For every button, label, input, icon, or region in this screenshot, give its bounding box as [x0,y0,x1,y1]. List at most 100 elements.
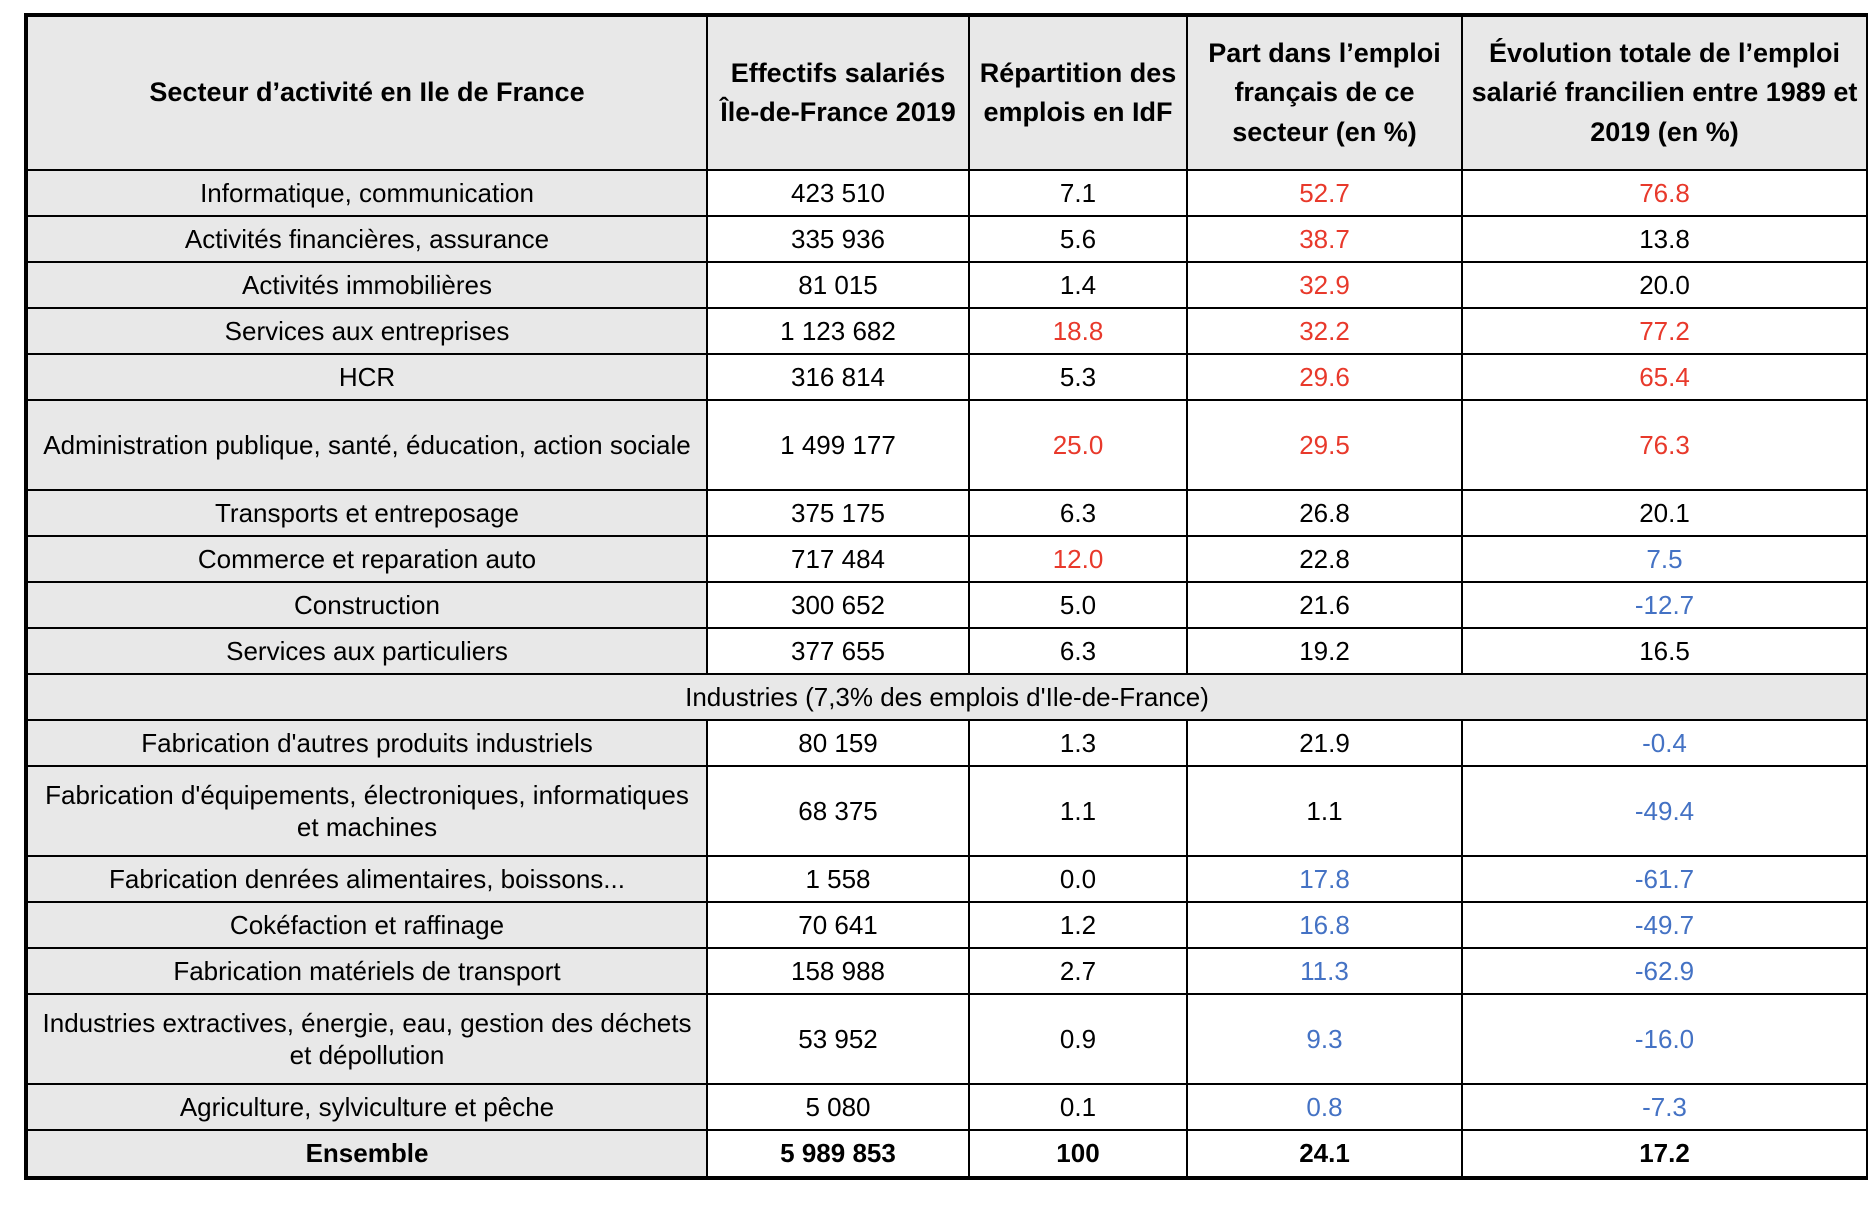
value-cell: 52.7 [1186,169,1463,217]
value-cell: 65.4 [1461,353,1868,401]
value-cell: 32.2 [1186,307,1463,355]
header-repartition: Répartition des emplois en IdF [968,14,1188,171]
table-row: Activités financières, assurance 335 936 5… [25,215,1868,263]
value-cell: 1 499 177 [706,399,970,491]
table-row: Informatique, communication 423 510 7.1 52.… [25,169,1868,217]
value-cell: 5.0 [968,581,1188,629]
value-cell: 0.9 [968,993,1188,1085]
value-cell: 2.7 [968,947,1188,995]
value-cell: 26.8 [1186,489,1463,537]
table-row: Cokéfaction et raffinage 70 641 1.2 16.8 -49… [25,901,1868,949]
value-cell: -49.4 [1461,765,1868,857]
value-cell: 38.7 [1186,215,1463,263]
sector-label-cell: Ensemble [25,1129,708,1179]
value-cell: 12.0 [968,535,1188,583]
table-row: Fabrication matériels de transport 158 98… [25,947,1868,995]
sector-label-cell: Commerce et reparation auto [25,535,708,583]
table-body: Informatique, communication 423 510 7.1 52.… [25,169,1868,1179]
sector-label-cell: Fabrication denrées alimentaires, boisso… [25,855,708,903]
sector-label-cell: Activités immobilières [25,261,708,309]
sector-label-cell: Agriculture, sylviculture et pêche [25,1083,708,1131]
value-cell: 25.0 [968,399,1188,491]
value-cell: 9.3 [1186,993,1463,1085]
value-cell: 24.1 [1186,1129,1463,1179]
sector-label-cell: Services aux entreprises [25,307,708,355]
header-evolution: Évolution totale de l’emploi salarié fra… [1461,14,1868,171]
sector-label-cell: HCR [25,353,708,401]
value-cell: 0.8 [1186,1083,1463,1131]
sector-label-cell: Construction [25,581,708,629]
value-cell: 377 655 [706,627,970,675]
employment-sectors-table: Secteur d’activité en Ile de France Effe… [24,13,1868,1180]
value-cell: -61.7 [1461,855,1868,903]
sector-label-cell: Fabrication matériels de transport [25,947,708,995]
value-cell: 53 952 [706,993,970,1085]
header-part-emploi: Part dans l’emploi français de ce secteu… [1186,14,1463,171]
value-cell: 6.3 [968,489,1188,537]
value-cell: 11.3 [1186,947,1463,995]
table-row: HCR 316 814 5.3 29.6 65.4 [25,353,1868,401]
table-row: Transports et entreposage 375 175 6.3 26.8 2… [25,489,1868,537]
table-row: Fabrication denrées alimentaires, boisso… [25,855,1868,903]
value-cell: -7.3 [1461,1083,1868,1131]
value-cell: 70 641 [706,901,970,949]
value-cell: 7.1 [968,169,1188,217]
section-label: Industries (7,3% des emplois d'Ile-de-Fr… [25,673,1868,721]
value-cell: 0.1 [968,1083,1188,1131]
value-cell: 5.6 [968,215,1188,263]
value-cell: 80 159 [706,719,970,767]
value-cell: 316 814 [706,353,970,401]
value-cell: 5 080 [706,1083,970,1131]
value-cell: 76.8 [1461,169,1868,217]
value-cell: -62.9 [1461,947,1868,995]
value-cell: 7.5 [1461,535,1868,583]
value-cell: -16.0 [1461,993,1868,1085]
section-row: Industries (7,3% des emplois d'Ile-de-Fr… [25,673,1868,721]
table-row: Services aux particuliers 377 655 6.3 19.2 1… [25,627,1868,675]
value-cell: 5.3 [968,353,1188,401]
table-row: Commerce et reparation auto 717 484 12.0 22… [25,535,1868,583]
value-cell: 81 015 [706,261,970,309]
value-cell: 22.8 [1186,535,1463,583]
value-cell: 32.9 [1186,261,1463,309]
table-row: Activités immobilières 81 015 1.4 32.9 20.0 [25,261,1868,309]
value-cell: 158 988 [706,947,970,995]
header-sector: Secteur d’activité en Ile de France [25,14,708,171]
value-cell: 20.0 [1461,261,1868,309]
value-cell: 1.1 [1186,765,1463,857]
value-cell: 1 558 [706,855,970,903]
value-cell: 21.9 [1186,719,1463,767]
value-cell: 19.2 [1186,627,1463,675]
sector-label-cell: Fabrication d'autres produits industriel… [25,719,708,767]
value-cell: 375 175 [706,489,970,537]
value-cell: -0.4 [1461,719,1868,767]
value-cell: 16.5 [1461,627,1868,675]
value-cell: 17.8 [1186,855,1463,903]
value-cell: 423 510 [706,169,970,217]
value-cell: 16.8 [1186,901,1463,949]
value-cell: 29.6 [1186,353,1463,401]
value-cell: 1.2 [968,901,1188,949]
value-cell: -49.7 [1461,901,1868,949]
value-cell: 300 652 [706,581,970,629]
sector-label-cell: Industries extractives, énergie, eau, ge… [25,993,708,1085]
value-cell: 335 936 [706,215,970,263]
table-row: Fabrication d'autres produits industriel… [25,719,1868,767]
sector-label-cell: Informatique, communication [25,169,708,217]
header-effectifs: Effectifs salariés Île-de-France 2019 [706,14,970,171]
value-cell: 6.3 [968,627,1188,675]
table-row: Services aux entreprises 1 123 682 18.8 32.… [25,307,1868,355]
value-cell: 1 123 682 [706,307,970,355]
value-cell: 21.6 [1186,581,1463,629]
value-cell: -12.7 [1461,581,1868,629]
value-cell: 68 375 [706,765,970,857]
total-row: Ensemble 5 989 853 100 24.1 17.2 [25,1129,1868,1179]
table-row: Administration publique, santé, éducatio… [25,399,1868,491]
value-cell: 0.0 [968,855,1188,903]
value-cell: 1.3 [968,719,1188,767]
sector-label-cell: Services aux particuliers [25,627,708,675]
table-row: Industries extractives, énergie, eau, ge… [25,993,1868,1085]
sector-label-cell: Fabrication d'équipements, électroniques… [25,765,708,857]
table-row: Construction 300 652 5.0 21.6 -12.7 [25,581,1868,629]
value-cell: 1.4 [968,261,1188,309]
